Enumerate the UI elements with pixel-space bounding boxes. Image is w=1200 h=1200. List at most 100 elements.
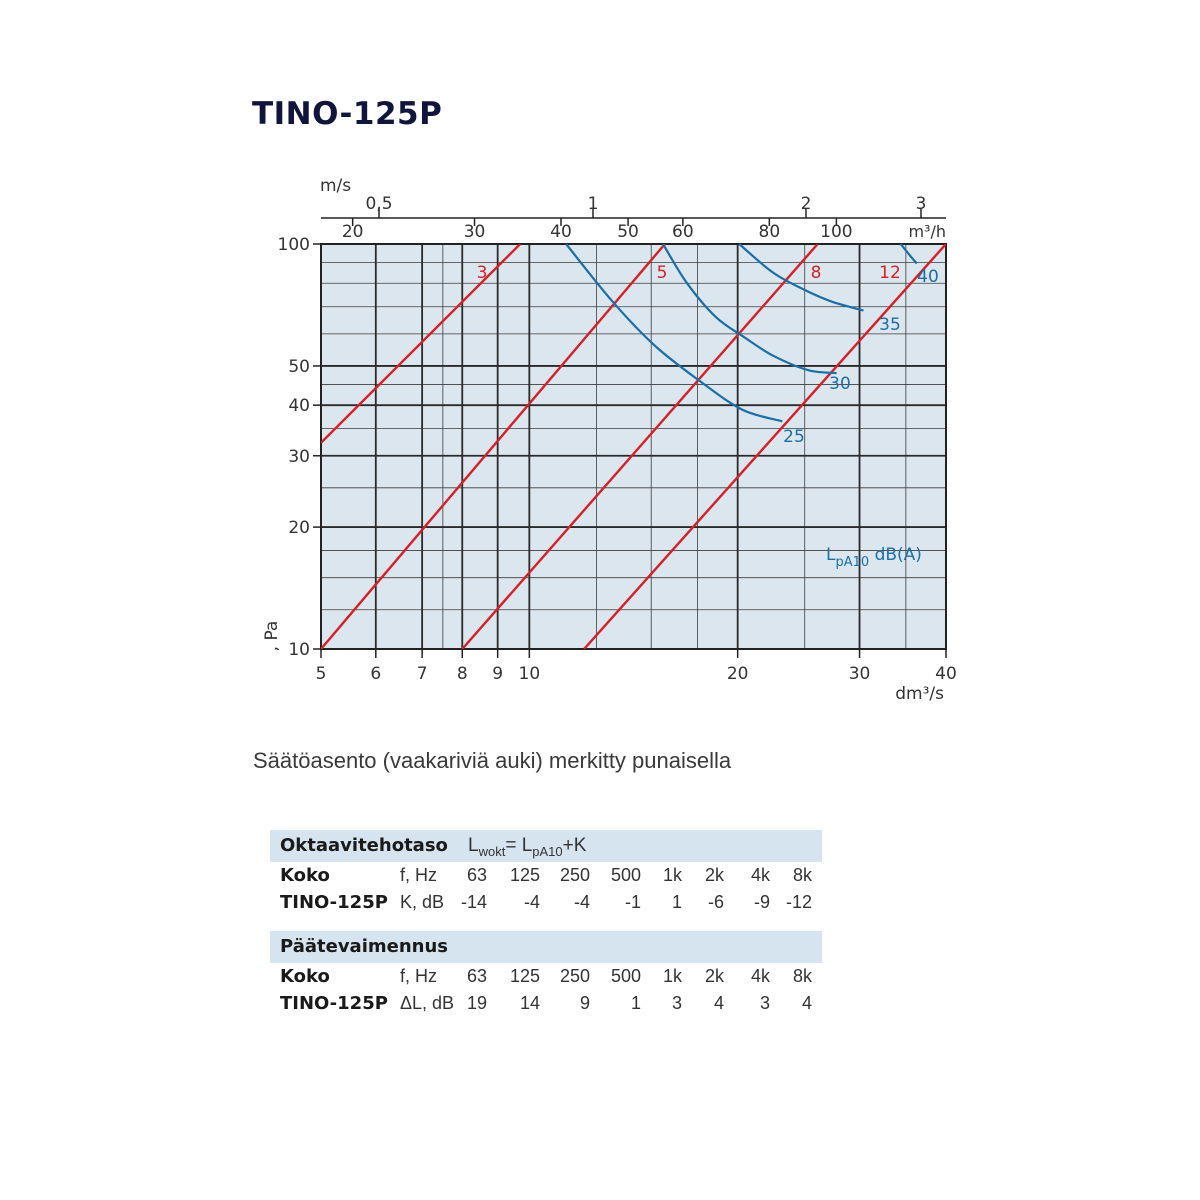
row-quantity: f, Hz — [400, 966, 438, 986]
table-cell: 500 — [610, 865, 641, 885]
row-label: Koko — [280, 966, 330, 987]
x-tick-label: 20 — [727, 664, 749, 684]
plot-frame — [320, 243, 947, 650]
table-cell: 1k — [662, 865, 682, 885]
sound-curve-label: 25 — [783, 427, 805, 447]
table-cell: 4k — [750, 966, 770, 986]
setting-line-3 — [321, 244, 522, 444]
octave-power-table: Oktaavitehotaso Lwokt= LpA10+K Koko f, Hz… — [270, 830, 822, 916]
row-quantity: f, Hz — [400, 865, 438, 885]
sound-level-legend: LpA10 dB(A) — [826, 545, 922, 570]
table-cell: -4 — [573, 892, 590, 912]
table-cell: 1 — [630, 993, 641, 1013]
formula-a-sub: wokt — [478, 843, 506, 859]
table-cell: 4 — [713, 993, 724, 1013]
table-cell: 125 — [509, 966, 540, 986]
table-cell: -6 — [707, 892, 724, 912]
table-header: Päätevaimennus — [270, 931, 822, 963]
table-cell: 19 — [466, 993, 487, 1013]
table-cell: 63 — [466, 865, 487, 885]
setting-line-label: 5 — [657, 263, 668, 283]
top-flow-tick-label: 80 — [759, 222, 781, 242]
table-title: Päätevaimennus — [280, 936, 448, 957]
table-header: Oktaavitehotaso Lwokt= LpA10+K — [270, 830, 822, 862]
table-cell: 3 — [759, 993, 770, 1013]
top-axis-velocity-label: m/s — [320, 176, 351, 196]
table-cell: -14 — [460, 892, 487, 912]
y-tick-label: 10 — [288, 640, 310, 660]
table-row: TINO-125P K, dB -14 -4 -4 -1 1 -6 -9 -12 — [270, 889, 822, 916]
x-tick-label: 5 — [316, 664, 327, 684]
sound-curve-label: 35 — [879, 315, 901, 335]
table-cell: 14 — [519, 993, 540, 1013]
setting-line-label: 3 — [477, 263, 488, 283]
formula-a: L — [468, 835, 479, 856]
page-title: TINO-125P — [252, 96, 443, 132]
sound-curve-label: 30 — [829, 374, 851, 394]
sound-curve-25 — [565, 243, 783, 423]
table-body: Koko f, Hz 63 125 250 500 1k 2k 4k 8k TINO-125P ΔL,… — [270, 963, 822, 1017]
x-axis-label: dm³/s — [895, 684, 944, 704]
setting-line-label: 12 — [879, 263, 901, 283]
x-tick-label: 6 — [370, 664, 381, 684]
setting-line-label: 8 — [811, 263, 822, 283]
row-label: TINO-125P — [280, 993, 388, 1014]
x-tick-label: 40 — [935, 664, 957, 684]
table-body: Koko f, Hz 63 125 250 500 1k 2k 4k 8k TINO-125P K, … — [270, 862, 822, 916]
sound-curve-30 — [662, 243, 837, 375]
table-cell: 9 — [579, 993, 590, 1013]
formula-eq: = — [505, 835, 522, 856]
setting-line-12 — [583, 244, 946, 649]
x-tick-label: 9 — [492, 664, 503, 684]
top-flow-tick-label: 50 — [617, 222, 639, 242]
table-cell: 2k — [704, 865, 724, 885]
row-quantity: K, dB — [400, 892, 445, 912]
table-cell: 3 — [671, 993, 682, 1013]
table-cell: -4 — [523, 892, 540, 912]
top-velocity-tick-label: 1 — [588, 194, 599, 214]
table-cell: 250 — [559, 865, 590, 885]
top-velocity-tick-label: 3 — [916, 194, 927, 214]
top-flow-tick-label: 40 — [550, 222, 572, 242]
row-label: Koko — [280, 865, 330, 886]
y-tick-label: 20 — [288, 518, 310, 538]
y-axis-label: , Pa — [262, 621, 282, 652]
y-tick-label: 40 — [288, 396, 310, 416]
table-cell: -9 — [753, 892, 770, 912]
top-velocity-tick-label: 2 — [801, 194, 812, 214]
formula-b-sub: pA10 — [532, 843, 563, 859]
table-cell: 250 — [559, 966, 590, 986]
table-row: TINO-125P ΔL, dB 19 14 9 1 3 4 3 4 — [270, 990, 822, 1017]
formula-b: L — [521, 835, 533, 856]
end-attenuation-table: Päätevaimennus Koko f, Hz 63 125 250 500 1k 2k 4… — [270, 931, 822, 1017]
chart-caption: Säätöasento (vaakariviä auki) merkitty p… — [253, 748, 732, 773]
top-flow-tick-label: 100 — [820, 222, 852, 242]
formula: Lwokt= LpA10+K — [468, 830, 586, 868]
table-row: Koko f, Hz 63 125 250 500 1k 2k 4k 8k — [270, 963, 822, 990]
x-tick-label: 10 — [519, 664, 541, 684]
table-title: Oktaavitehotaso — [280, 835, 448, 856]
y-tick-label: 100 — [278, 235, 310, 255]
table-cell: 2k — [704, 966, 724, 986]
x-tick-label: 30 — [849, 664, 871, 684]
legend-main: L — [826, 545, 836, 565]
y-tick-label: 50 — [288, 357, 310, 377]
table-cell: 500 — [610, 966, 641, 986]
x-tick-label: 8 — [457, 664, 468, 684]
formula-tail: +K — [562, 835, 587, 856]
table-cell: 1 — [671, 892, 682, 912]
table-cell: 1k — [662, 966, 682, 986]
table-row: Koko f, Hz 63 125 250 500 1k 2k 4k 8k — [270, 862, 822, 889]
sound-curve-label: 40 — [917, 267, 939, 287]
top-flow-tick-label: 30 — [464, 222, 486, 242]
table-cell: -12 — [785, 892, 812, 912]
top-flow-tick-label: 60 — [672, 222, 694, 242]
row-quantity: ΔL, dB — [400, 993, 455, 1013]
legend-unit: dB(A) — [869, 545, 922, 565]
top-axis-flow-label: m³/h — [908, 222, 946, 241]
table-cell: 125 — [509, 865, 540, 885]
top-velocity-tick-label: 0,5 — [365, 194, 392, 214]
table-cell: 8k — [792, 865, 812, 885]
sound-curve-40 — [899, 243, 918, 265]
